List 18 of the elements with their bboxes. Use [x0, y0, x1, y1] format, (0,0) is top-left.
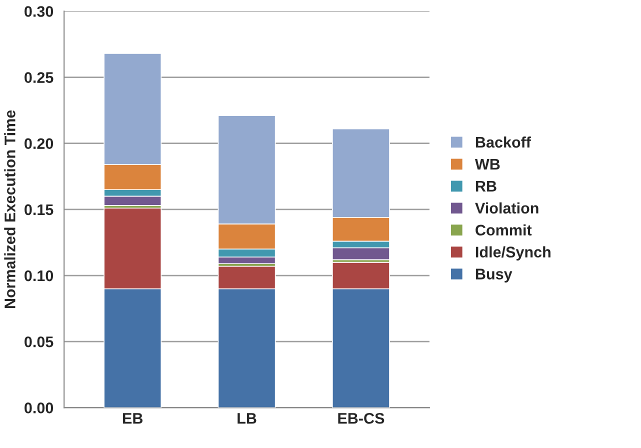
x-tick-label: EB — [123, 413, 143, 424]
legend-label: Commit — [476, 224, 532, 236]
y-axis-title: Normalized Execution Time — [4, 110, 16, 308]
legend-label: Backoff — [476, 136, 532, 148]
y-tick-label: 0.15 — [24, 204, 54, 216]
y-tick-label: 0.10 — [24, 270, 54, 282]
y-tick-label: 0.05 — [24, 336, 54, 348]
legend-label: WB — [474, 158, 500, 170]
x-tick-label: LB — [238, 413, 256, 424]
y-tick-label: 0.25 — [24, 72, 54, 83]
legend-label: Violation — [475, 202, 538, 214]
y-tick-label: 0.20 — [24, 138, 54, 150]
y-tick-label: 0.30 — [24, 6, 54, 17]
legend-label: Busy — [476, 268, 512, 282]
legend-label: Idle/Synch — [476, 246, 550, 261]
legend-label: RB — [476, 180, 496, 192]
x-tick-label: EB-CS — [338, 412, 384, 424]
y-tick-label: 0.00 — [24, 402, 54, 414]
